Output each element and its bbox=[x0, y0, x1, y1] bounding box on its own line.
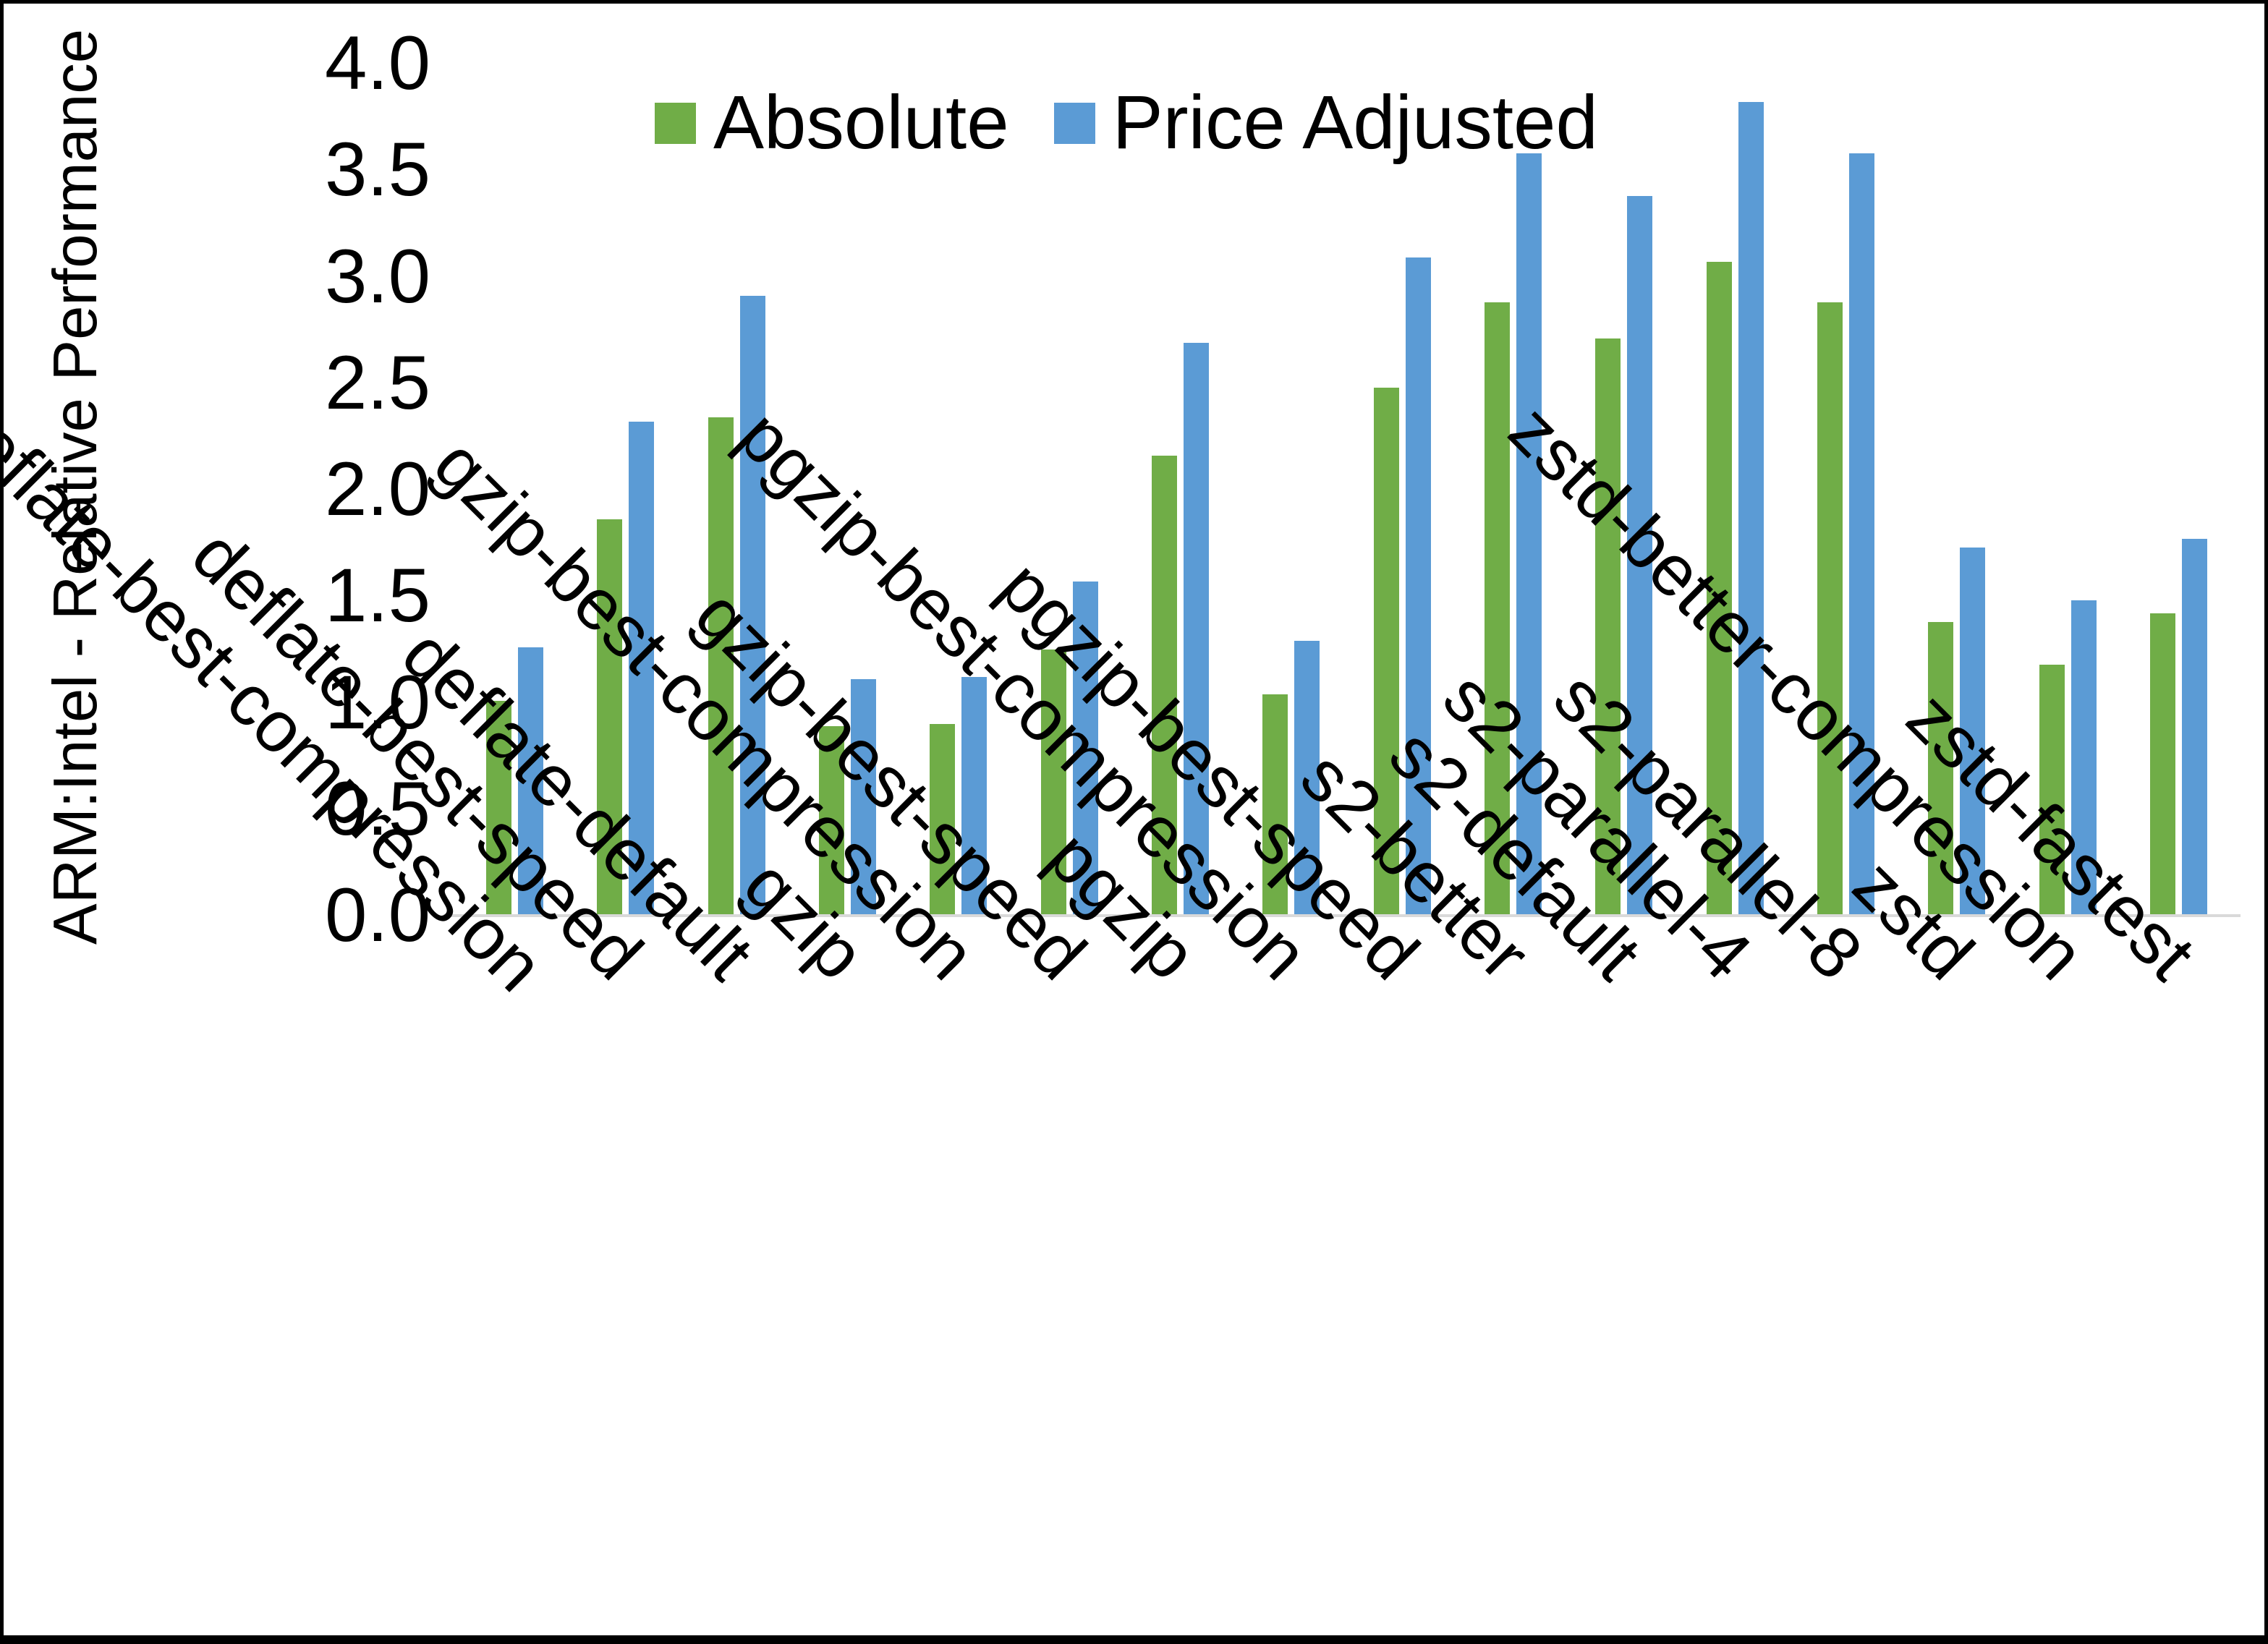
bar-absolute bbox=[930, 723, 956, 916]
bar-price-adjusted bbox=[1848, 153, 1874, 916]
bar-absolute bbox=[818, 725, 844, 916]
bar-group bbox=[1373, 64, 1431, 916]
bar-absolute bbox=[2149, 613, 2175, 916]
y-tick-label: 4.0 bbox=[325, 21, 430, 106]
x-axis-labels: deflate-best-compression deflate-best-spe… bbox=[4, 64, 2233, 1007]
y-tick-label: 1.0 bbox=[325, 660, 430, 745]
bar-absolute bbox=[486, 700, 511, 916]
bar-absolute bbox=[1817, 302, 1843, 916]
bar-price-adjusted bbox=[1738, 102, 1764, 916]
bar-price-adjusted bbox=[1960, 547, 1986, 916]
bar-price-adjusted bbox=[739, 296, 765, 916]
bar-absolute bbox=[1484, 302, 1510, 916]
bar-absolute bbox=[597, 519, 623, 916]
y-tick-label: 3.0 bbox=[325, 234, 430, 319]
bar-price-adjusted bbox=[1072, 581, 1098, 916]
bar-group bbox=[1706, 64, 1764, 916]
bar-price-adjusted bbox=[1294, 641, 1320, 916]
bar-group bbox=[708, 64, 765, 916]
bar-group bbox=[1262, 64, 1320, 916]
legend-swatch-icon bbox=[655, 102, 696, 144]
bar-absolute bbox=[1373, 387, 1399, 916]
bar-absolute bbox=[708, 417, 734, 916]
bar-absolute bbox=[1928, 621, 1954, 916]
bar-absolute bbox=[1151, 455, 1177, 916]
bar-group bbox=[1928, 64, 1986, 916]
bar-price-adjusted bbox=[2070, 600, 2097, 916]
y-tick-label: 3.5 bbox=[325, 127, 430, 213]
legend: Absolute Price Adjusted bbox=[655, 80, 1598, 166]
bar-price-adjusted bbox=[1405, 257, 1431, 916]
bar-absolute bbox=[2039, 664, 2065, 916]
bar-absolute bbox=[1595, 338, 1621, 916]
bar-group bbox=[2149, 64, 2207, 916]
bar-price-adjusted bbox=[629, 421, 655, 916]
y-axis-ticks: 4.0 3.5 3.0 2.5 2.0 1.5 1.0 0.5 0.0 bbox=[206, 21, 430, 958]
bar-price-adjusted bbox=[961, 677, 988, 916]
bar-price-adjusted bbox=[1183, 342, 1209, 916]
bar-absolute bbox=[1040, 649, 1066, 916]
y-tick-label: 0.0 bbox=[325, 873, 430, 958]
bar-group bbox=[1817, 64, 1874, 916]
bar-group bbox=[486, 64, 543, 916]
legend-label: Absolute bbox=[713, 80, 1009, 165]
bar-group bbox=[1151, 64, 1209, 916]
y-tick-label: 2.5 bbox=[325, 340, 430, 425]
legend-item-absolute: Absolute bbox=[655, 80, 1009, 166]
y-tick-label: 0.5 bbox=[325, 766, 430, 851]
plot-area: deflate-best-compression deflate-best-spe… bbox=[4, 64, 2241, 1007]
bars-layer bbox=[452, 64, 2233, 916]
bar-group bbox=[597, 64, 655, 916]
legend-swatch-icon bbox=[1053, 102, 1095, 144]
bar-group bbox=[1595, 64, 1653, 916]
bar-group bbox=[930, 64, 988, 916]
bar-absolute bbox=[1706, 261, 1732, 916]
y-tick-label: 2.0 bbox=[325, 447, 430, 532]
bar-price-adjusted bbox=[518, 647, 543, 916]
bar-price-adjusted bbox=[1516, 153, 1542, 916]
bar-group bbox=[1484, 64, 1542, 916]
bar-absolute bbox=[1262, 694, 1288, 916]
bar-price-adjusted bbox=[2181, 538, 2207, 916]
x-axis-line bbox=[443, 914, 2241, 917]
legend-label: Price Adjusted bbox=[1112, 80, 1598, 165]
bar-price-adjusted bbox=[1627, 195, 1653, 916]
y-tick-label: 1.5 bbox=[325, 553, 430, 639]
bar-price-adjusted bbox=[850, 679, 876, 916]
legend-item-price-adjusted: Price Adjusted bbox=[1053, 80, 1598, 166]
bar-group bbox=[2039, 64, 2097, 916]
bar-group bbox=[1040, 64, 1098, 916]
bar-group bbox=[818, 64, 876, 916]
